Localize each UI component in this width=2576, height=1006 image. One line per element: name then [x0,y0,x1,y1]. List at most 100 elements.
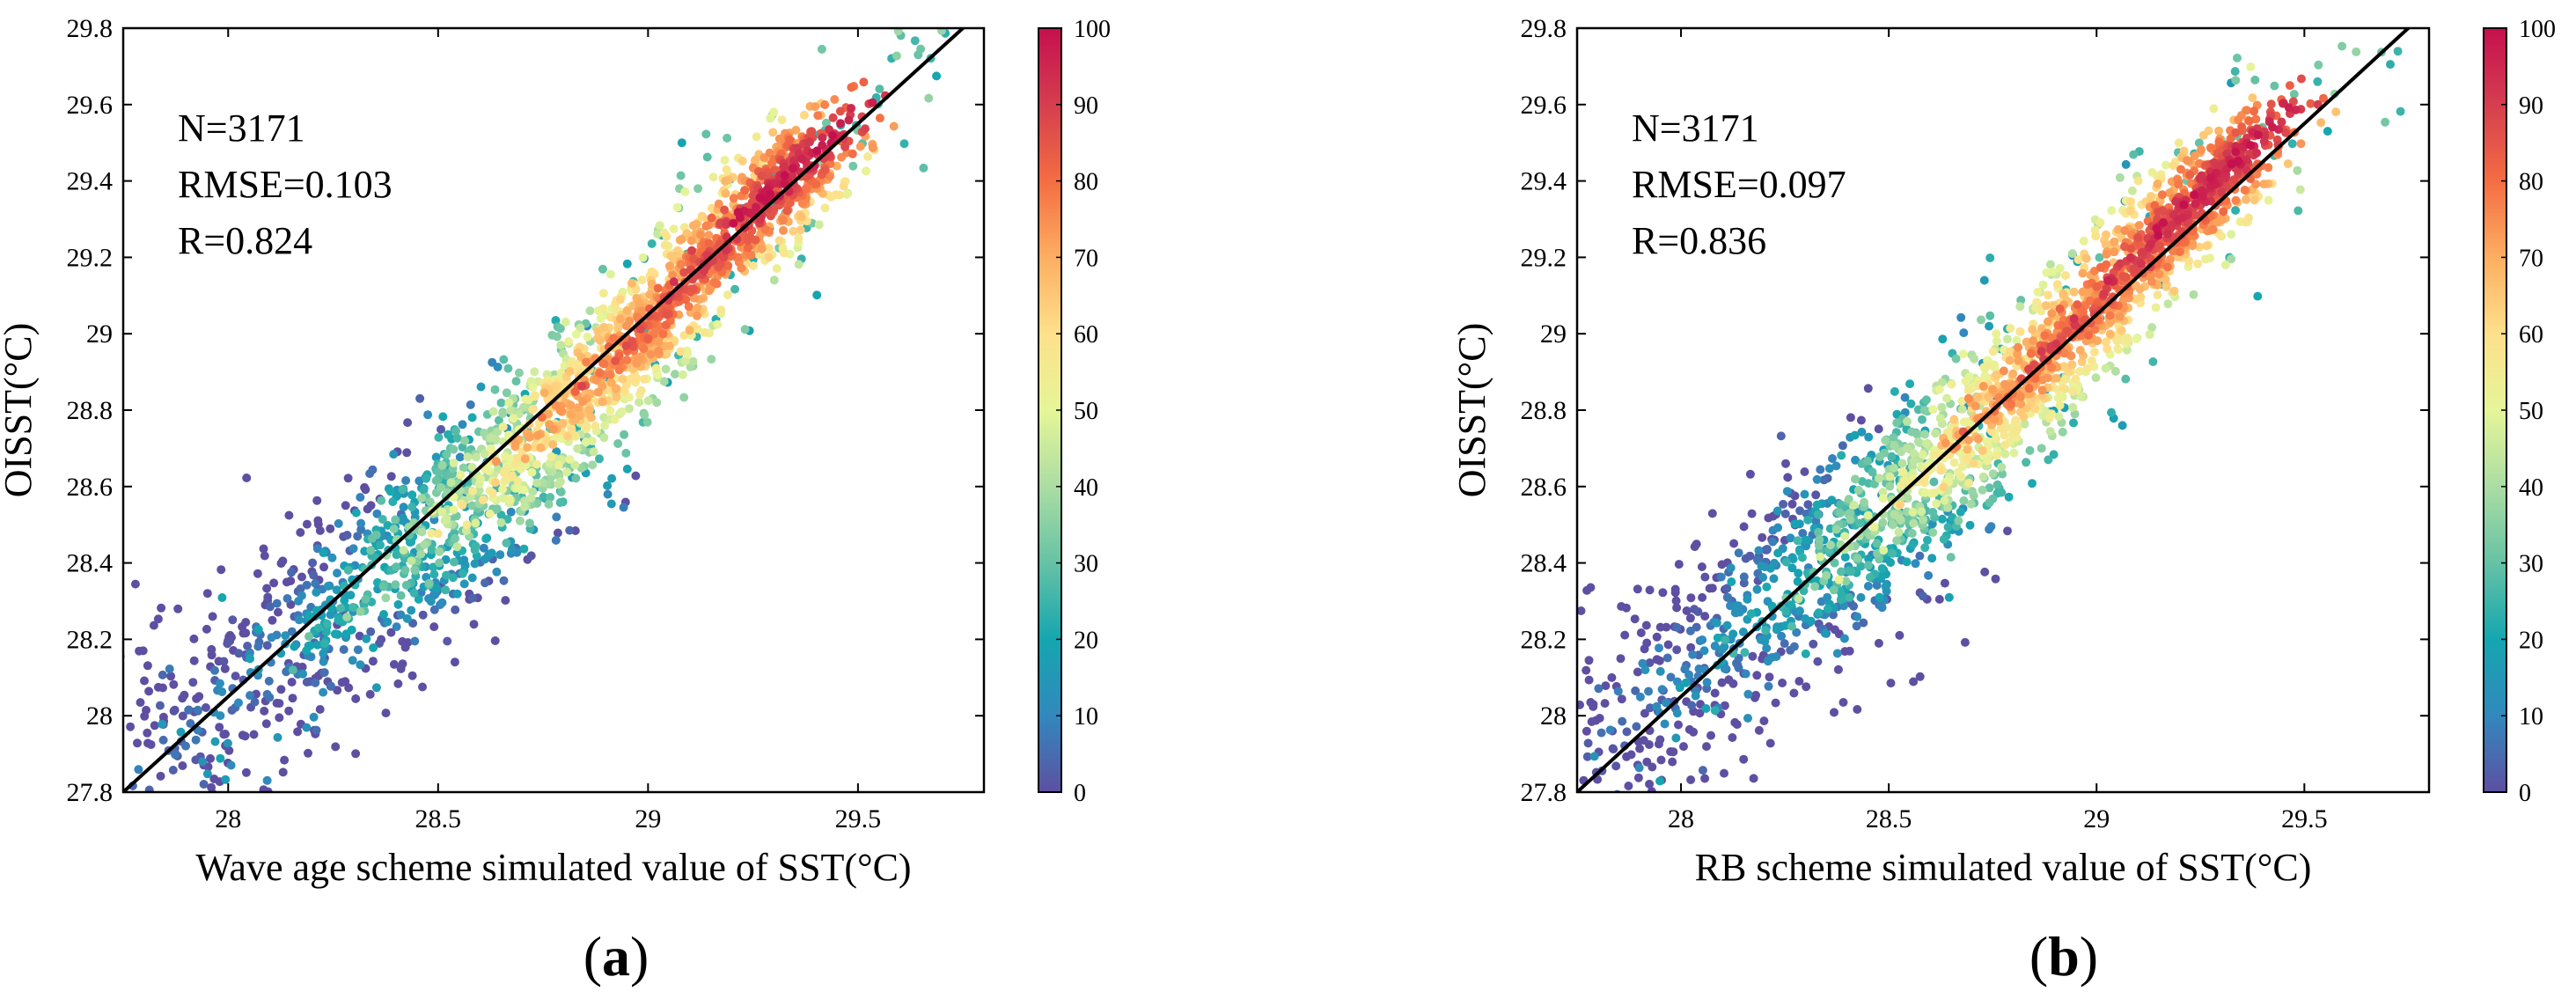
panel-b-scatter-point [1684,793,1692,802]
panel-b-scatter-point [1936,466,1946,475]
panel-b-scatter-point [2220,261,2230,269]
panel-b-scatter-point [1881,582,1890,591]
panel-a-scatter-point [327,681,336,691]
panel-b-scatter-point [2189,290,2198,299]
panel-b-y-tick-label: 28.8 [1521,396,1567,425]
panel-b-scatter-point [2323,127,2332,136]
panel-a-scatter-point [821,118,831,128]
panel-a-scatter-point [281,631,290,641]
panel-b-scatter-point [1698,592,1707,602]
panel-a-scatter-point [419,485,429,495]
panel-a-scatter-point [442,570,451,580]
panel-b-scatter-point [2068,402,2078,412]
panel-b-scatter-point [2266,99,2276,109]
panel-b-scatter-point [1833,665,1843,674]
panel-b-scatter-point [1633,584,1642,594]
panel-b-scatter-point [2227,254,2236,264]
panel-a-scatter-point [392,562,401,572]
panel-b-scatter-point [1834,575,1844,584]
panel-a-scatter-point [415,393,425,403]
panel-a-scatter-point [662,231,672,241]
panel-b-scatter-point [2293,206,2303,216]
panel-a-scatter-point [446,478,456,488]
panel-b-scatter-point [1980,371,1990,380]
panel-b-scatter-point [1763,545,1772,554]
panel-a-scatter-point [356,525,366,534]
panel-b-scatter-point [1655,735,1665,745]
panel-a-scatter-point [595,368,605,378]
panel-b-scatter-point [1863,384,1873,393]
panel-b-scatter-point [2030,374,2040,383]
panel-a-scatter-point [429,562,438,572]
panel-b-scatter-point [2193,259,2203,268]
panel-b-scatter-point [1831,525,1841,534]
panel-a-scatter-point [651,363,661,373]
panel-a-scatter-point [372,509,382,518]
panel-b-scatter-point [1777,631,1787,641]
panel-b-scatter-plot: 28 28.5 29 29.527.82828.228.428.628.82929.2… [1450,14,2431,889]
panel-b-scatter-point [2045,427,2055,437]
panel-a-scatter-point [253,804,262,812]
panel-b-scatter-point [1823,592,1832,602]
panel-a-scatter-point [407,606,416,615]
panel-b-scatter-point [1780,639,1789,649]
panel-a-scatter-point [429,569,439,579]
panel-b-scatter-point [1990,360,1999,370]
panel-a-scatter-point [547,452,556,461]
panel-a-scatter-point [889,121,899,131]
panel-b-scatter-point [2113,224,2123,234]
panel-a-scatter-point [441,554,451,564]
panel-b-scatter-point [1763,657,1772,666]
panel-a-scatter-point [713,319,723,329]
panel-b-scatter-point [1846,413,1855,422]
panel-a-scatter-point [397,516,407,525]
panel-b-scatter-point [1710,642,1720,650]
panel-a-scatter-point [283,594,292,603]
panel-a-scatter-point [861,124,870,134]
panel-b-scatter-point [1727,577,1736,586]
panel-a-scatter-point [515,516,525,525]
panel-a-scatter-point [399,503,408,512]
panel-a-scatter-point [470,559,480,569]
panel-b-scatter-point [2159,217,2168,227]
panel-b-scatter-point [1800,467,1809,476]
panel-b-scatter-point [1890,386,1899,396]
panel-a-scatter-point [780,179,789,188]
panel-a-scatter-point [681,295,691,305]
panel-a-scatter-point [501,596,510,606]
panel-a-scatter-point [651,311,660,320]
panel-b-scatter-point [1577,606,1586,615]
panel-a-scatter-point [468,486,478,496]
panel-b-scatter-point [2052,280,2062,290]
panel-a-scatter-point [772,264,782,274]
panel-b-colorbar-tick-label: 40 [2519,474,2543,502]
panel-a-label: (a) [583,925,650,988]
panel-b-scatter-point [1726,563,1736,573]
panel-b-scatter-point [1759,716,1769,726]
panel-a-scatter-point [796,212,806,222]
panel-b-scatter-point [1644,687,1654,696]
panel-a-scatter-point [459,463,468,473]
panel-a-scatter-point [752,202,760,212]
panel-a-scatter-point [443,636,452,646]
panel-b-scatter-point [2045,260,2055,269]
panel-b-x-tick-label: 29 [2083,804,2110,833]
panel-b-scatter-point [2078,287,2088,297]
panel-b-scatter-point [1872,581,1882,590]
panel-a-scatter-point [555,498,565,507]
panel-b-scatter-point [1674,720,1683,730]
panel-b-scatter-point [1983,456,1993,466]
panel-a-scatter-point [622,464,632,474]
panel-b-scatter-point [2226,134,2235,143]
panel-b-scatter-point [2130,264,2139,273]
panel-a-scatter-point [738,157,747,165]
panel-a-scatter-point [722,165,731,174]
panel-a-scatter-point [848,161,858,171]
panel-a-scatter-point [308,558,318,568]
panel-b-scatter-point [1608,794,1617,803]
panel-a-scatter-point [262,689,272,699]
panel-a-scatter-point [622,259,632,268]
panel-a-scatter-point [716,305,726,315]
panel-b-scatter-point [1853,612,1862,621]
panel-b-scatter-point [1674,560,1684,569]
